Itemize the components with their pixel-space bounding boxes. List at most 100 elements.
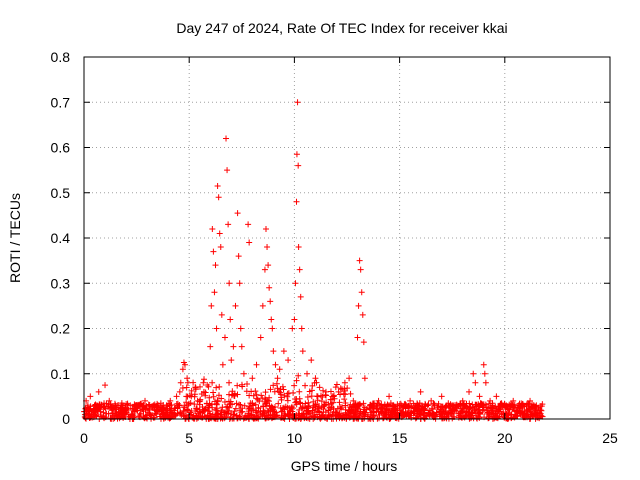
- noise-marker: [226, 379, 233, 386]
- noise-marker: [183, 399, 190, 406]
- noise-marker: [460, 413, 467, 420]
- noise-marker: [128, 413, 135, 420]
- data-point: [102, 382, 109, 389]
- noise-marker: [246, 405, 253, 412]
- noise-marker: [268, 415, 275, 422]
- noise-marker: [120, 411, 127, 418]
- noise-marker: [401, 412, 408, 419]
- noise-marker: [232, 405, 239, 412]
- data-point: [299, 348, 306, 355]
- noise-marker: [463, 403, 470, 410]
- noise-marker: [89, 407, 96, 414]
- noise-marker: [226, 404, 233, 411]
- noise-marker: [296, 388, 303, 395]
- noise-marker: [213, 384, 220, 391]
- noise-marker: [177, 409, 184, 416]
- noise-marker: [228, 392, 235, 399]
- noise-marker: [536, 412, 543, 419]
- noise-marker: [532, 407, 539, 414]
- data-point: [257, 334, 264, 341]
- noise-marker: [214, 397, 221, 404]
- noise-marker: [312, 401, 319, 408]
- data-point: [294, 99, 301, 106]
- data-point: [295, 162, 302, 169]
- noise-marker: [284, 390, 291, 397]
- data-point: [298, 325, 305, 332]
- data-point: [487, 397, 494, 404]
- y-tick-label: 0.4: [51, 230, 71, 246]
- data-point: [270, 348, 277, 355]
- noise-marker: [393, 415, 400, 422]
- noise-marker: [411, 404, 418, 411]
- noise-marker: [302, 382, 309, 389]
- data-point: [158, 404, 165, 411]
- noise-marker: [319, 393, 326, 400]
- data-point: [308, 357, 315, 364]
- noise-marker: [191, 401, 198, 408]
- noise-marker: [425, 410, 432, 417]
- noise-marker: [206, 400, 213, 407]
- noise-marker: [221, 415, 228, 422]
- data-point: [226, 280, 233, 287]
- data-point: [472, 379, 479, 386]
- noise-marker: [306, 402, 313, 409]
- data-point: [386, 393, 393, 400]
- noise-marker: [265, 398, 272, 405]
- noise-marker: [496, 403, 503, 410]
- noise-marker: [328, 404, 335, 411]
- noise-marker: [146, 411, 153, 418]
- noise-marker: [262, 389, 269, 396]
- data-point: [215, 194, 222, 201]
- data-point: [200, 388, 207, 395]
- noise-marker: [221, 399, 228, 406]
- data-point: [216, 230, 223, 237]
- noise-marker: [270, 382, 277, 389]
- noise-marker: [336, 399, 343, 406]
- data-point: [91, 402, 98, 409]
- noise-marker: [218, 408, 225, 415]
- noise-marker: [391, 405, 398, 412]
- noise-marker: [475, 403, 482, 410]
- noise-marker: [308, 387, 315, 394]
- data-point: [87, 393, 94, 400]
- noise-marker: [500, 411, 507, 418]
- y-axis-ticks: 0 0.1 0.2 0.3 0.4 0.5 0.6 0.7 0.8: [51, 49, 610, 427]
- data-point: [177, 379, 184, 386]
- noise-marker: [418, 403, 425, 410]
- noise-marker: [308, 393, 315, 400]
- noise-marker: [247, 400, 254, 407]
- noise-marker: [253, 409, 260, 416]
- noise-marker: [188, 387, 195, 394]
- data-point: [181, 361, 188, 368]
- noise-marker: [360, 410, 367, 417]
- noise-marker: [280, 386, 287, 393]
- data-point: [396, 402, 403, 409]
- noise-marker: [267, 386, 274, 393]
- noise-marker: [258, 392, 265, 399]
- noise-marker: [529, 404, 536, 411]
- x-axis-ticks: 0 5 10 15 20 25: [80, 57, 618, 446]
- noise-marker: [281, 412, 288, 419]
- y-tick-label: 0.8: [51, 49, 71, 65]
- noise-marker: [200, 407, 207, 414]
- noise-marker: [340, 390, 347, 397]
- noise-marker: [346, 414, 353, 421]
- noise-marker: [408, 402, 415, 409]
- noise-marker: [116, 413, 123, 420]
- noise-marker: [375, 415, 382, 422]
- noise-marker: [250, 392, 257, 399]
- noise-marker: [130, 408, 137, 415]
- noise-marker: [327, 388, 334, 395]
- noise-marker: [223, 404, 230, 411]
- noise-marker: [332, 384, 339, 391]
- noise-marker: [488, 411, 495, 418]
- y-tick-label: 0.7: [51, 94, 71, 110]
- data-point: [228, 357, 235, 364]
- noise-marker: [320, 387, 327, 394]
- data-point: [173, 393, 180, 400]
- noise-marker: [275, 400, 282, 407]
- noise-marker: [383, 407, 390, 414]
- noise-marker: [210, 389, 217, 396]
- noise-marker: [267, 407, 274, 414]
- data-point: [296, 266, 303, 273]
